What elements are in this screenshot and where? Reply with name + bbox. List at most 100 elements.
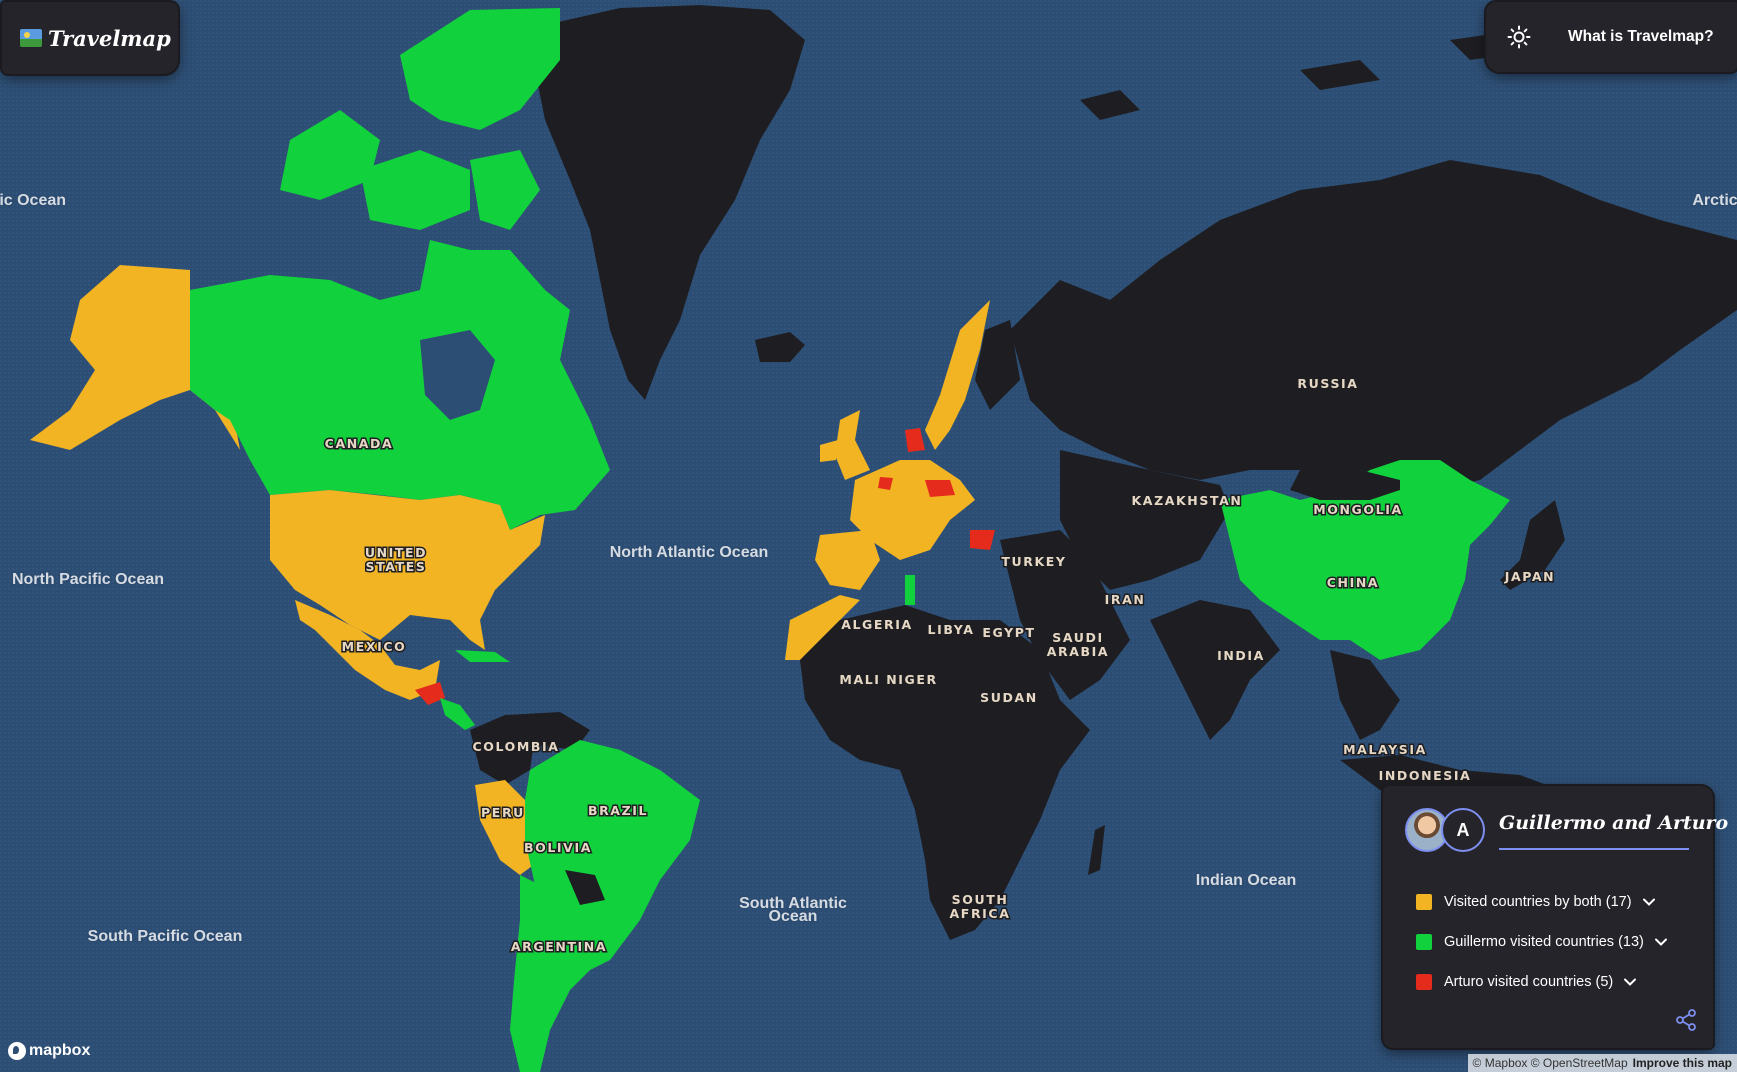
country-morocco[interactable] bbox=[785, 595, 860, 660]
label-algeria: ALGERIA bbox=[841, 617, 913, 632]
country-canada[interactable] bbox=[190, 240, 610, 530]
country-paraguay[interactable] bbox=[565, 870, 605, 905]
label-south-atlantic-ocean: Ocean bbox=[769, 908, 818, 925]
label-mali: MALI bbox=[839, 672, 880, 687]
label-malaysia: MALAYSIA bbox=[1343, 742, 1427, 757]
attribution-text[interactable]: © Mapbox © OpenStreetMap bbox=[1472, 1056, 1628, 1070]
improve-map-link[interactable]: Improve this map bbox=[1632, 1056, 1732, 1070]
country-colombia[interactable] bbox=[470, 715, 535, 785]
map-attribution: © Mapbox © OpenStreetMap Improve this ma… bbox=[1467, 1054, 1737, 1072]
mapbox-logo[interactable]: mapbox bbox=[8, 1042, 90, 1060]
label-north-atlantic-ocean: North Atlantic Ocean bbox=[610, 544, 769, 561]
country-iberia[interactable] bbox=[815, 530, 880, 590]
top-right-toolbar: What is Travelmap? bbox=[1486, 2, 1737, 72]
label-south-pacific-ocean: South Pacific Ocean bbox=[88, 928, 243, 945]
country-denmark[interactable] bbox=[905, 428, 925, 452]
share-icon[interactable] bbox=[1674, 1008, 1698, 1032]
chevron-down-icon[interactable] bbox=[1654, 935, 1668, 949]
country-ireland[interactable] bbox=[820, 440, 838, 462]
label-libya: LIBYA bbox=[928, 622, 975, 637]
label-niger: NIGER bbox=[886, 672, 938, 687]
label-arctic-ocean-left: tic Ocean bbox=[0, 192, 66, 209]
app-name: Travelmap bbox=[48, 25, 171, 51]
country-iceland[interactable] bbox=[755, 332, 805, 362]
label-brazil: BRAZIL bbox=[588, 803, 648, 818]
mapbox-icon bbox=[8, 1042, 26, 1060]
avatar-arturo: A bbox=[1441, 808, 1485, 852]
hudson-bay bbox=[420, 330, 495, 420]
country-central-america[interactable] bbox=[440, 698, 475, 730]
app-logo[interactable]: Travelmap bbox=[2, 2, 178, 74]
legend-item-guillermo[interactable]: Guillermo visited countries (13) bbox=[1416, 934, 1668, 950]
country-czechia[interactable] bbox=[925, 480, 955, 497]
legend-item-arturo[interactable]: Arturo visited countries (5) bbox=[1416, 974, 1637, 990]
country-argentina[interactable] bbox=[510, 875, 600, 1072]
country-arctic-islands[interactable] bbox=[1080, 30, 1540, 120]
country-japan[interactable] bbox=[1500, 500, 1565, 590]
country-central-asia[interactable] bbox=[1060, 450, 1230, 590]
label-peru: PERU bbox=[481, 805, 525, 820]
label-mexico: MEXICO bbox=[342, 639, 407, 654]
label-united-states-1: UNITED bbox=[365, 545, 427, 560]
country-belgium[interactable] bbox=[878, 477, 893, 490]
country-madagascar[interactable] bbox=[1088, 825, 1105, 875]
label-egypt: EGYPT bbox=[982, 625, 1035, 640]
about-link[interactable]: What is Travelmap? bbox=[1568, 28, 1714, 45]
country-peru[interactable] bbox=[475, 780, 540, 875]
legend-item-both[interactable]: Visited countries by both (17) bbox=[1416, 894, 1656, 910]
country-uk[interactable] bbox=[835, 410, 870, 480]
country-canada-islands[interactable] bbox=[280, 8, 560, 230]
country-united-states[interactable] bbox=[270, 490, 545, 650]
label-indonesia: INDONESIA bbox=[1379, 768, 1472, 783]
label-japan: JAPAN bbox=[1504, 569, 1555, 584]
label-africa: AFRICA bbox=[950, 906, 1011, 921]
legend-panel: A Guillermo and Arturo Visited countries… bbox=[1383, 786, 1728, 1048]
sun-icon[interactable] bbox=[1506, 24, 1532, 50]
legend-item-label: Guillermo visited countries (13) bbox=[1444, 934, 1644, 950]
chevron-down-icon[interactable] bbox=[1642, 895, 1656, 909]
label-arctic-right: Arctic bbox=[1692, 192, 1737, 209]
label-arabia: ARABIA bbox=[1047, 644, 1109, 659]
label-sudan: SUDAN bbox=[980, 690, 1038, 705]
legend-item-label: Arturo visited countries (5) bbox=[1444, 974, 1614, 990]
country-greenland[interactable] bbox=[535, 5, 805, 400]
country-sweden-norway[interactable] bbox=[925, 300, 990, 450]
label-argentina: ARGENTINA bbox=[511, 939, 607, 954]
country-india[interactable] bbox=[1150, 600, 1280, 740]
title-underline bbox=[1499, 848, 1689, 850]
legend-title: Guillermo and Arturo bbox=[1499, 812, 1729, 834]
country-venezuela[interactable] bbox=[505, 712, 590, 750]
country-cuba[interactable] bbox=[455, 650, 510, 662]
country-guatemala[interactable] bbox=[415, 682, 445, 705]
label-bolivia: BOLIVIA bbox=[524, 840, 592, 855]
label-colombia: COLOMBIA bbox=[472, 739, 559, 754]
swatch-guillermo bbox=[1416, 934, 1432, 950]
country-alaska[interactable] bbox=[30, 265, 240, 450]
country-tunisia[interactable] bbox=[905, 575, 915, 605]
country-russia[interactable] bbox=[1010, 160, 1737, 490]
mapbox-logo-text: mapbox bbox=[29, 1042, 91, 1059]
country-finland[interactable] bbox=[975, 320, 1020, 410]
label-canada: CANADA bbox=[325, 436, 394, 451]
country-china[interactable] bbox=[1220, 460, 1510, 660]
label-saudi: SAUDI bbox=[1052, 630, 1103, 645]
country-southeast-asia[interactable] bbox=[1330, 650, 1400, 740]
label-indian-ocean: Indian Ocean bbox=[1196, 872, 1296, 889]
label-south-atlantic: South Atlantic bbox=[739, 895, 847, 912]
country-middle-east[interactable] bbox=[1000, 530, 1130, 700]
map-icon bbox=[20, 29, 42, 47]
country-mongolia[interactable] bbox=[1290, 470, 1400, 500]
chevron-down-icon[interactable] bbox=[1623, 975, 1637, 989]
label-north-pacific-ocean: North Pacific Ocean bbox=[12, 571, 164, 588]
label-russia: RUSSIA bbox=[1297, 376, 1358, 391]
legend-item-label: Visited countries by both (17) bbox=[1444, 894, 1632, 910]
country-mexico[interactable] bbox=[295, 600, 440, 700]
label-mongolia: MONGOLIA bbox=[1313, 502, 1403, 517]
label-south: SOUTH bbox=[952, 892, 1009, 907]
country-africa[interactable] bbox=[800, 605, 1090, 940]
swatch-arturo bbox=[1416, 974, 1432, 990]
country-hungary[interactable] bbox=[970, 530, 995, 550]
label-turkey: TURKEY bbox=[1001, 554, 1066, 569]
label-kazakhstan: KAZAKHSTAN bbox=[1132, 493, 1243, 508]
